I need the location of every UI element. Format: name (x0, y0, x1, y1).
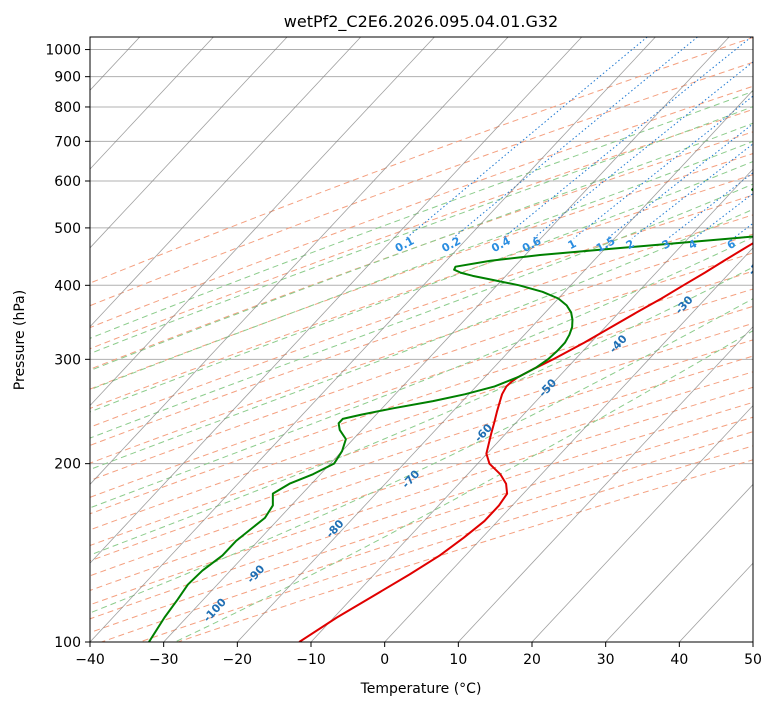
isotherm-line (90, 37, 583, 564)
y-axis-label: Pressure (hPa) (12, 290, 28, 390)
x-tick-label: −10 (296, 652, 326, 668)
dry-adiabat (90, 371, 753, 591)
dry-adiabat (90, 322, 753, 547)
dry-adiabat (90, 61, 753, 307)
dewpoint-profile-line (148, 187, 753, 642)
plot-area: 010203040-100-90-80-70-60-50-40-30-20-10… (90, 37, 769, 642)
isotherm-line (531, 404, 753, 642)
x-tick-label: 10 (449, 652, 467, 668)
dry-adiabat (90, 85, 753, 329)
dry-adiabat (90, 131, 753, 370)
mixing-ratio-line (532, 61, 753, 239)
y-tick-label: 300 (54, 352, 81, 368)
dry-adiabat (90, 288, 753, 515)
x-tick-label: −40 (75, 652, 105, 668)
isotherm-line (90, 37, 362, 328)
x-tick-label: 30 (597, 652, 615, 668)
y-tick-label: 700 (54, 134, 81, 150)
dry-adiabat (90, 233, 753, 464)
isotherm-line (90, 37, 288, 249)
isotherm-line (237, 89, 753, 642)
plot-frame (89, 36, 754, 643)
mixing-ratio-line (452, 37, 698, 239)
y-tick-label: 500 (54, 221, 81, 237)
y-tick-label: 1000 (45, 43, 81, 59)
mixing-ratio-line (631, 143, 753, 239)
moist-adiabat (90, 298, 753, 614)
y-tick-label: 900 (54, 70, 81, 86)
moist-adiabat (90, 106, 753, 355)
moist-adiabat (90, 208, 753, 471)
isotherm-line (163, 37, 730, 642)
isotherm-line (605, 483, 753, 642)
y-tick-label: 600 (54, 174, 81, 190)
y-tick-label: 100 (54, 635, 81, 651)
y-axis: 1000 900 800 700 600 500 400 300 200 100 (45, 43, 90, 651)
dry-adiabat (90, 174, 753, 409)
y-tick-label: 200 (54, 457, 81, 473)
isotherm-line (458, 326, 753, 642)
x-tick-label: −20 (223, 652, 253, 668)
isotherm-line (384, 247, 753, 642)
x-tick-label: 20 (523, 652, 541, 668)
isotherm-line (90, 37, 509, 485)
moist-adiabat (90, 140, 753, 391)
isotherm-line (310, 168, 753, 642)
x-tick-label: −30 (149, 652, 179, 668)
y-tick-label: 800 (54, 100, 81, 116)
moist-adiabat-label: -20 (746, 254, 769, 278)
dry-adiabat (90, 339, 753, 562)
x-axis: −40 −30 −20 −10 0 10 20 30 40 50 (75, 642, 762, 668)
dry-adiabat (90, 214, 753, 446)
x-axis-label: Temperature (°C) (360, 681, 482, 697)
x-tick-label: 0 (380, 652, 389, 668)
moist-adiabat (90, 160, 753, 413)
dry-adiabat (90, 270, 753, 498)
temperature-profile-line (298, 242, 753, 642)
isotherm-line (90, 37, 656, 642)
x-tick-label: 50 (744, 652, 762, 668)
isotherm-line (90, 37, 435, 407)
chart-title: wetPf2_C2E6.2026.095.04.01.G32 (284, 12, 558, 32)
x-tick-label: 40 (670, 652, 688, 668)
moist-adiabat (90, 183, 753, 439)
isotherm-line (90, 37, 214, 170)
dry-adiabat (90, 153, 753, 390)
moist-adiabat (174, 330, 753, 642)
y-tick-label: 400 (54, 278, 81, 294)
